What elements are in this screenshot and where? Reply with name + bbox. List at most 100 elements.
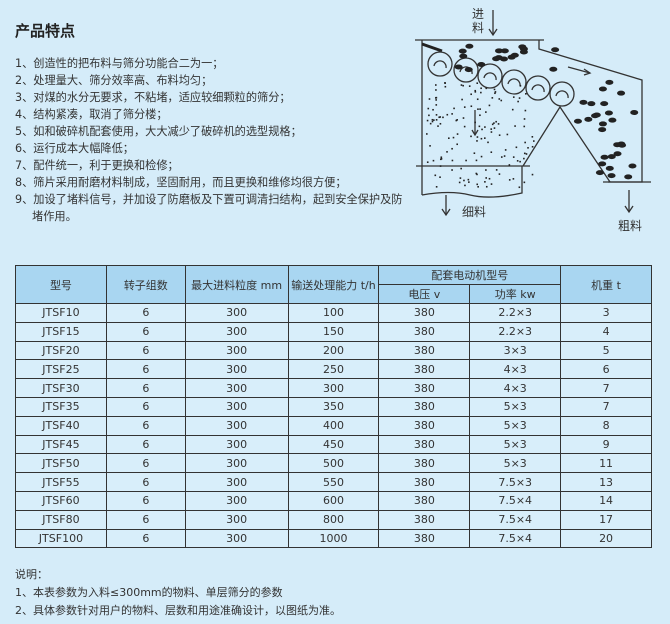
feature-item: 8、筛片采用耐磨材料制成，坚固耐用，而且更换和维修均很方便；	[15, 176, 347, 189]
table-cell: 7.5×4	[469, 509, 562, 530]
coarse-particle	[584, 116, 593, 122]
table-cell: 380	[378, 303, 471, 323]
fine-particle	[485, 87, 488, 90]
fine-particle	[474, 91, 477, 93]
feature-item: 1、创造性的把布料与筛分功能合二为一；	[15, 57, 224, 70]
table-cell: 5×3	[469, 396, 562, 417]
fine-particle	[531, 173, 534, 176]
fine-particle	[488, 177, 491, 180]
fine-particle	[439, 122, 442, 125]
coarse-particle	[600, 154, 609, 160]
table-cell: 300	[184, 453, 289, 474]
header-model: 型号	[15, 265, 107, 304]
table-row: JTSF40 6 300 400 380 5×3 8	[15, 415, 652, 436]
fine-particle	[517, 100, 519, 103]
table-cell: 380	[378, 434, 471, 455]
fine-particle	[465, 159, 467, 162]
coarse-particle	[495, 48, 504, 54]
coarse-particle	[492, 56, 501, 62]
table-cell: JTSF45	[15, 434, 107, 455]
table-cell: 6	[105, 396, 186, 417]
fine-particle	[452, 136, 455, 139]
table-cell: 380	[378, 472, 471, 492]
table-cell: 800	[287, 509, 380, 530]
fine-particle	[525, 153, 528, 155]
fine-particle	[442, 116, 444, 119]
fine-particle	[498, 134, 501, 136]
fine-particle	[511, 108, 514, 111]
fine-particle	[484, 126, 486, 128]
fine-particle	[498, 98, 501, 100]
table-cell: 300	[184, 303, 289, 323]
table-cell: 300	[184, 396, 289, 417]
roller-icon	[477, 63, 503, 89]
table-cell: 6	[105, 528, 186, 549]
fine-particle	[437, 125, 439, 127]
table-cell: 6	[105, 509, 186, 530]
coarse-particle	[477, 62, 486, 68]
fine-particle	[446, 113, 449, 116]
fine-particle	[470, 135, 472, 138]
screener-diagram: 进 料 细料 粗料	[415, 7, 651, 233]
fine-particle	[498, 173, 501, 175]
feed-label-1: 进	[472, 7, 484, 21]
table-cell: 5×3	[469, 415, 562, 436]
fine-particle	[518, 186, 521, 189]
fine-particle	[533, 140, 535, 142]
table-cell: JTSF60	[15, 490, 107, 511]
fine-particle	[434, 174, 437, 177]
fine-particle	[480, 87, 482, 90]
fine-particle	[475, 159, 478, 162]
coarse-particle	[630, 109, 639, 115]
fine-particle	[451, 147, 453, 150]
fine-particle	[503, 155, 506, 157]
table-cell: 380	[378, 509, 471, 530]
roller-icon	[525, 75, 551, 101]
fine-particle	[426, 161, 429, 164]
fine-particle	[456, 143, 458, 146]
feature-item: 4、结构紧凑，取消了筛分楼；	[15, 108, 168, 121]
fine-particle	[451, 169, 453, 171]
coarse-particle	[617, 90, 626, 96]
table-cell: 7.5×4	[469, 490, 562, 511]
fine-particle	[456, 119, 458, 121]
table-cell: 5	[560, 340, 652, 361]
fine-label: 细料	[462, 205, 486, 219]
table-cell: 380	[378, 490, 471, 511]
fine-particle	[490, 128, 493, 130]
table-cell: 6	[105, 434, 186, 455]
fine-particle	[488, 104, 491, 107]
fine-particle	[446, 151, 448, 153]
table-cell: 380	[378, 528, 471, 549]
header-rotors: 转子组数	[105, 265, 186, 304]
table-cell: 4	[560, 321, 652, 342]
coarse-particle	[464, 67, 473, 73]
fine-particle	[431, 120, 434, 123]
table-cell: 300	[184, 472, 289, 492]
fine-particle	[479, 114, 481, 117]
coarse-particle	[600, 101, 609, 107]
fine-particle	[524, 141, 526, 144]
fine-particle	[531, 145, 534, 148]
table-cell: 11	[560, 453, 652, 474]
fine-particle	[431, 118, 434, 121]
fine-particle	[435, 89, 437, 91]
fine-particle	[495, 120, 497, 123]
table-cell: 300	[184, 378, 289, 398]
fine-particle	[525, 93, 527, 95]
table-cell: 380	[378, 415, 471, 436]
coarse-particle	[607, 173, 616, 179]
table-cell: 6	[105, 472, 186, 492]
coarse-particle	[598, 86, 607, 92]
coarse-particle	[465, 43, 474, 49]
fine-particle	[463, 125, 466, 128]
fine-particle	[432, 159, 435, 162]
fine-particle	[490, 151, 493, 153]
table-cell: 4×3	[469, 359, 562, 380]
note-item: 2、具体参数针对用户的物料、层数和用途准确设计，以图纸为准。	[15, 604, 341, 617]
fine-particle	[426, 119, 429, 122]
fine-particle	[494, 92, 496, 95]
feature-list: 1、创造性的把布料与筛分功能合二为一； 2、处理量大、筛分效率高、布料均匀； 3…	[15, 55, 405, 225]
table-cell: JTSF20	[15, 340, 107, 361]
fine-particle	[463, 179, 465, 182]
